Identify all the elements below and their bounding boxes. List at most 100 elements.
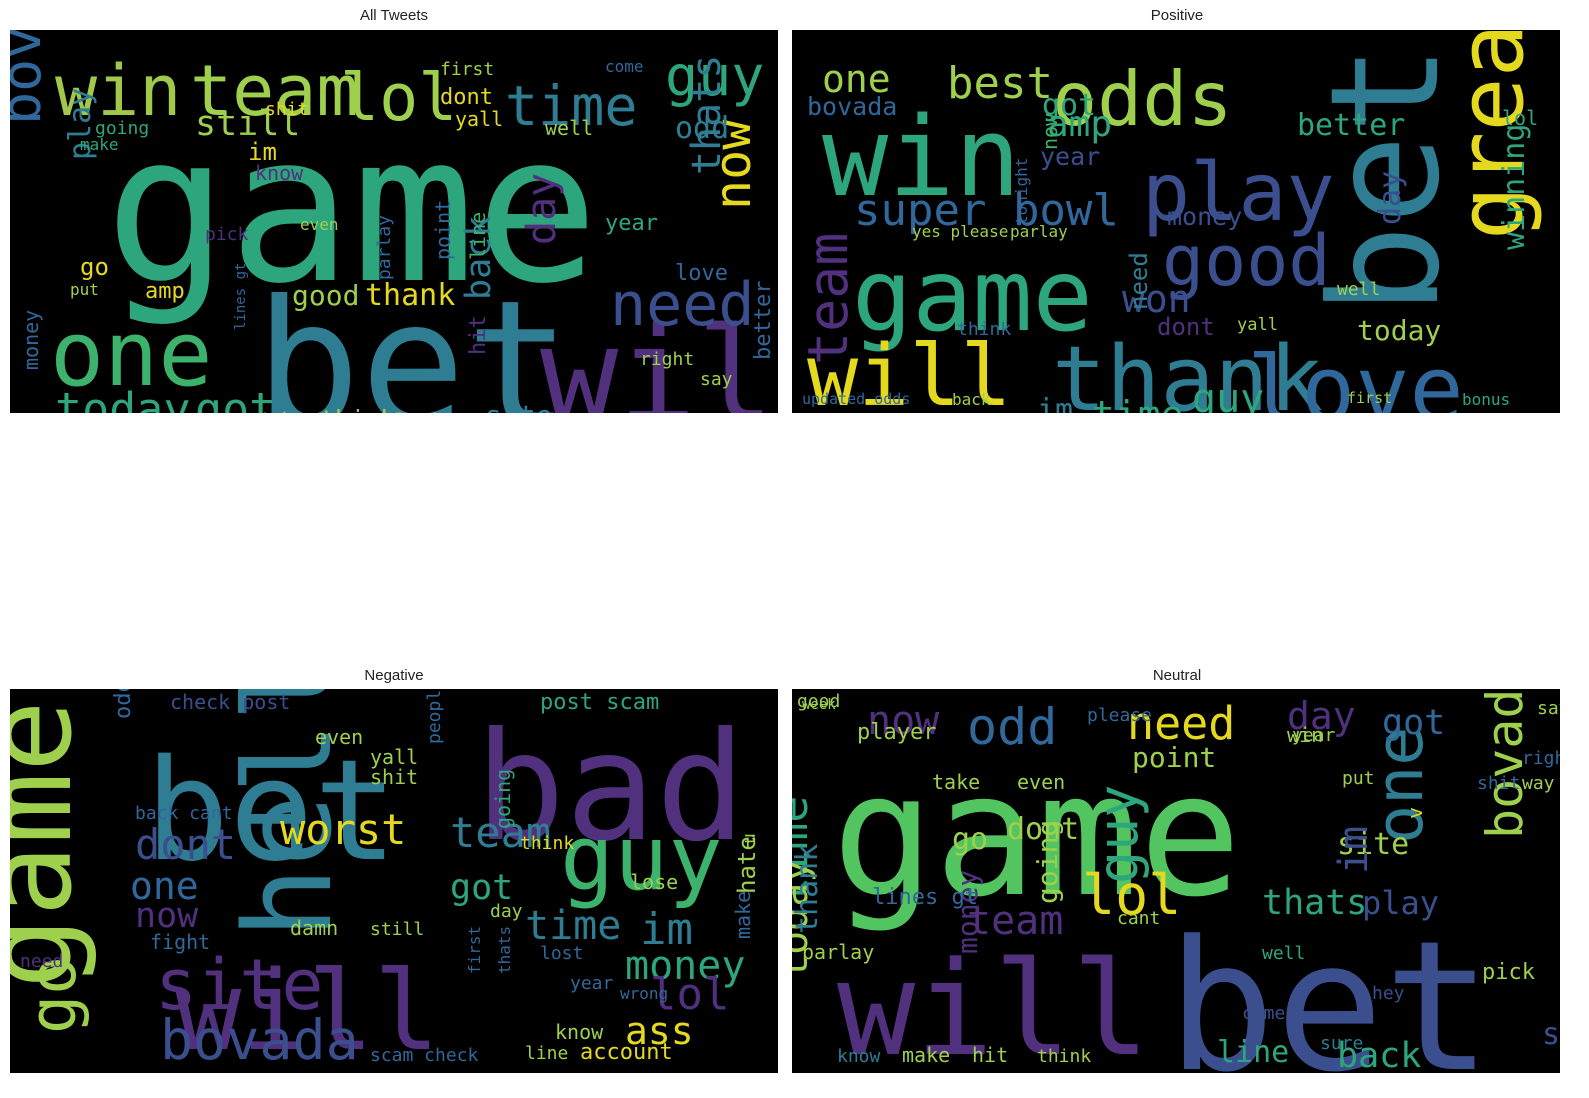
- word: still: [1542, 1017, 1560, 1052]
- word: today: [1357, 314, 1441, 347]
- word: better: [751, 281, 776, 360]
- word: game: [852, 237, 1093, 354]
- word: year: [1040, 142, 1100, 171]
- word: got: [1042, 88, 1096, 123]
- word: line: [525, 1043, 568, 1064]
- word: shit: [1477, 773, 1520, 794]
- word: today: [792, 859, 817, 979]
- panel-title-positive: Positive: [1150, 7, 1204, 24]
- word: guy: [665, 44, 764, 108]
- word: still: [370, 919, 424, 940]
- word: play: [63, 88, 98, 160]
- word: make: [731, 891, 755, 939]
- word: damn: [290, 916, 338, 940]
- word: go: [16, 956, 91, 1034]
- word: even: [300, 215, 339, 234]
- word: please: [1087, 705, 1152, 726]
- word: bonus: [1462, 390, 1510, 409]
- word: win: [1287, 723, 1323, 747]
- word: player: [857, 720, 936, 745]
- word: make: [80, 135, 119, 154]
- word: day: [519, 173, 565, 245]
- word: lost: [540, 943, 583, 964]
- word: now: [867, 698, 940, 744]
- word: need: [1127, 697, 1235, 750]
- word: make: [902, 1043, 950, 1067]
- word: parlay: [1010, 222, 1068, 241]
- word: year: [570, 973, 614, 994]
- word: amp: [1047, 104, 1112, 145]
- word: thats: [1262, 883, 1367, 923]
- word: will: [837, 933, 1150, 1073]
- word: back cant: [135, 803, 233, 824]
- word: need: [610, 270, 755, 340]
- word: put: [1342, 768, 1375, 789]
- word: now: [1038, 113, 1062, 150]
- word: parlay: [802, 940, 874, 964]
- word: hey: [1372, 983, 1405, 1004]
- word: lol: [1082, 863, 1181, 927]
- word: come: [605, 57, 644, 76]
- word: put: [70, 280, 99, 299]
- word: game: [105, 91, 599, 329]
- word: super bowl: [854, 185, 1119, 236]
- word: got: [195, 383, 276, 413]
- word: bet: [145, 730, 398, 893]
- word: thank: [1052, 327, 1323, 413]
- word: well: [1337, 279, 1380, 300]
- word: hit: [972, 1043, 1008, 1067]
- word: bovada: [10, 30, 53, 125]
- word: wrong: [620, 984, 668, 1003]
- word: im: [1331, 826, 1377, 874]
- wordcloud-negative: bet hell bad game will guy go worst site bovada te…: [10, 689, 778, 1073]
- word: point: [431, 200, 455, 260]
- word: bovada: [807, 92, 897, 121]
- word: dont: [135, 820, 236, 869]
- word: point: [1132, 741, 1216, 774]
- word: think: [520, 833, 574, 854]
- word: bad: [475, 701, 746, 875]
- word: lines gt: [233, 263, 249, 330]
- word: good: [797, 691, 840, 712]
- word: thank: [792, 844, 825, 934]
- word: odd: [967, 698, 1057, 756]
- word: know: [255, 161, 304, 185]
- word: way: [1522, 773, 1555, 794]
- word: time: [792, 796, 818, 904]
- word: scam check: [370, 1045, 479, 1066]
- word: love: [675, 261, 728, 286]
- word: day: [1373, 171, 1408, 225]
- word: will: [540, 299, 778, 413]
- word: great: [1439, 30, 1544, 240]
- word: yall: [370, 745, 418, 769]
- word: amp: [145, 279, 185, 304]
- word: time: [525, 903, 621, 949]
- word: think: [320, 405, 395, 413]
- word: win: [822, 93, 1021, 221]
- word: look: [395, 409, 443, 413]
- word: day: [490, 901, 523, 922]
- word: team: [967, 898, 1063, 944]
- word: worst: [280, 805, 406, 854]
- word: bovada: [160, 1008, 359, 1072]
- word: guy: [1086, 785, 1150, 884]
- word: yes please: [912, 222, 1008, 241]
- word: won: [1122, 277, 1191, 321]
- word: tonight: [615, 412, 691, 413]
- word: check post: [170, 690, 290, 714]
- word: shit: [370, 765, 418, 789]
- word: week: [802, 697, 836, 713]
- word: year: [1292, 725, 1336, 746]
- word: bovada: [1476, 689, 1534, 839]
- word: cant: [1117, 908, 1160, 929]
- panel-title-negative: Negative: [364, 667, 424, 684]
- word: time: [505, 74, 637, 138]
- word: pick: [1482, 960, 1535, 985]
- word: bet: [1299, 44, 1473, 315]
- word: site: [155, 944, 324, 1026]
- word: ass: [625, 1009, 694, 1053]
- word: day: [1287, 694, 1356, 738]
